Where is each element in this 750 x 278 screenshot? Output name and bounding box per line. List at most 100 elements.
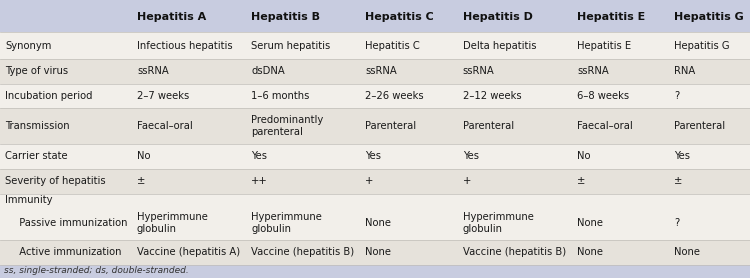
- Text: Vaccine (hepatitis A): Vaccine (hepatitis A): [137, 247, 240, 257]
- Bar: [572, 206, 669, 240]
- Bar: [132, 144, 246, 169]
- Bar: [458, 1, 572, 32]
- Bar: [132, 108, 246, 144]
- Text: ss, single-stranded; ds, double-stranded.: ss, single-stranded; ds, double-stranded…: [4, 266, 189, 275]
- Text: Vaccine (hepatitis B): Vaccine (hepatitis B): [251, 247, 354, 257]
- Bar: [572, 1, 669, 32]
- Text: No: No: [137, 151, 151, 161]
- Bar: [572, 32, 669, 59]
- Text: Predominantly
parenteral: Predominantly parenteral: [251, 115, 323, 137]
- Bar: [572, 144, 669, 169]
- Bar: [246, 240, 360, 265]
- Text: ?: ?: [674, 91, 680, 101]
- Text: Passive immunization: Passive immunization: [13, 218, 128, 228]
- Bar: [572, 59, 669, 83]
- Bar: [458, 206, 572, 240]
- Bar: [0, 32, 132, 59]
- Bar: [0, 1, 132, 32]
- Bar: [0, 83, 132, 108]
- Bar: [246, 206, 360, 240]
- Bar: [458, 83, 572, 108]
- Text: Yes: Yes: [674, 151, 691, 161]
- Bar: [132, 59, 246, 83]
- Text: 2–7 weeks: 2–7 weeks: [137, 91, 189, 101]
- Bar: [246, 1, 360, 32]
- Bar: [458, 144, 572, 169]
- Text: None: None: [674, 247, 700, 257]
- Bar: [246, 32, 360, 59]
- Bar: [360, 108, 458, 144]
- Bar: [0, 144, 132, 169]
- Text: Hepatitis G: Hepatitis G: [674, 41, 730, 51]
- Bar: [669, 1, 750, 32]
- Text: Parenteral: Parenteral: [463, 121, 514, 131]
- Text: dsDNA: dsDNA: [251, 66, 285, 76]
- Text: Active immunization: Active immunization: [13, 247, 122, 257]
- Text: ssRNA: ssRNA: [463, 66, 494, 76]
- Text: 1–6 months: 1–6 months: [251, 91, 310, 101]
- Text: Hepatitis A: Hepatitis A: [137, 12, 206, 22]
- Bar: [669, 206, 750, 240]
- Bar: [360, 59, 458, 83]
- Bar: [0, 108, 132, 144]
- Text: Incubation period: Incubation period: [5, 91, 93, 101]
- Bar: [458, 108, 572, 144]
- Bar: [458, 169, 572, 193]
- Bar: [0, 169, 132, 193]
- Bar: [360, 206, 458, 240]
- Bar: [0, 265, 750, 277]
- Text: Yes: Yes: [365, 151, 381, 161]
- Bar: [669, 59, 750, 83]
- Text: ssRNA: ssRNA: [365, 66, 397, 76]
- Bar: [132, 83, 246, 108]
- Bar: [132, 1, 246, 32]
- Bar: [669, 83, 750, 108]
- Text: Hepatitis D: Hepatitis D: [463, 12, 532, 22]
- Bar: [246, 193, 360, 206]
- Text: Hepatitis C: Hepatitis C: [365, 12, 434, 22]
- Bar: [360, 32, 458, 59]
- Text: No: No: [577, 151, 590, 161]
- Bar: [669, 32, 750, 59]
- Text: Hepatitis E: Hepatitis E: [577, 12, 645, 22]
- Text: None: None: [365, 218, 392, 228]
- Bar: [132, 240, 246, 265]
- Bar: [246, 169, 360, 193]
- Bar: [246, 108, 360, 144]
- Text: Carrier state: Carrier state: [5, 151, 68, 161]
- Text: RNA: RNA: [674, 66, 696, 76]
- Text: Hepatitis E: Hepatitis E: [577, 41, 631, 51]
- Bar: [458, 59, 572, 83]
- Text: ±: ±: [137, 176, 146, 186]
- Text: 6–8 weeks: 6–8 weeks: [577, 91, 629, 101]
- Text: ?: ?: [674, 218, 680, 228]
- Bar: [669, 144, 750, 169]
- Text: Hepatitis G: Hepatitis G: [674, 12, 744, 22]
- Bar: [132, 206, 246, 240]
- Bar: [0, 240, 132, 265]
- Bar: [669, 240, 750, 265]
- Text: Hyperimmune
globulin: Hyperimmune globulin: [137, 212, 208, 234]
- Text: 2–26 weeks: 2–26 weeks: [365, 91, 424, 101]
- Text: +: +: [365, 176, 374, 186]
- Text: Faecal–oral: Faecal–oral: [577, 121, 633, 131]
- Bar: [669, 169, 750, 193]
- Bar: [0, 193, 132, 206]
- Bar: [572, 193, 669, 206]
- Text: Vaccine (hepatitis B): Vaccine (hepatitis B): [463, 247, 566, 257]
- Bar: [246, 144, 360, 169]
- Bar: [0, 59, 132, 83]
- Text: Yes: Yes: [463, 151, 478, 161]
- Text: Synonym: Synonym: [5, 41, 52, 51]
- Bar: [572, 240, 669, 265]
- Bar: [360, 144, 458, 169]
- Bar: [246, 59, 360, 83]
- Text: ++: ++: [251, 176, 268, 186]
- Bar: [360, 193, 458, 206]
- Bar: [132, 193, 246, 206]
- Text: Hepatitis C: Hepatitis C: [365, 41, 420, 51]
- Bar: [572, 83, 669, 108]
- Text: None: None: [577, 247, 603, 257]
- Bar: [458, 240, 572, 265]
- Bar: [458, 193, 572, 206]
